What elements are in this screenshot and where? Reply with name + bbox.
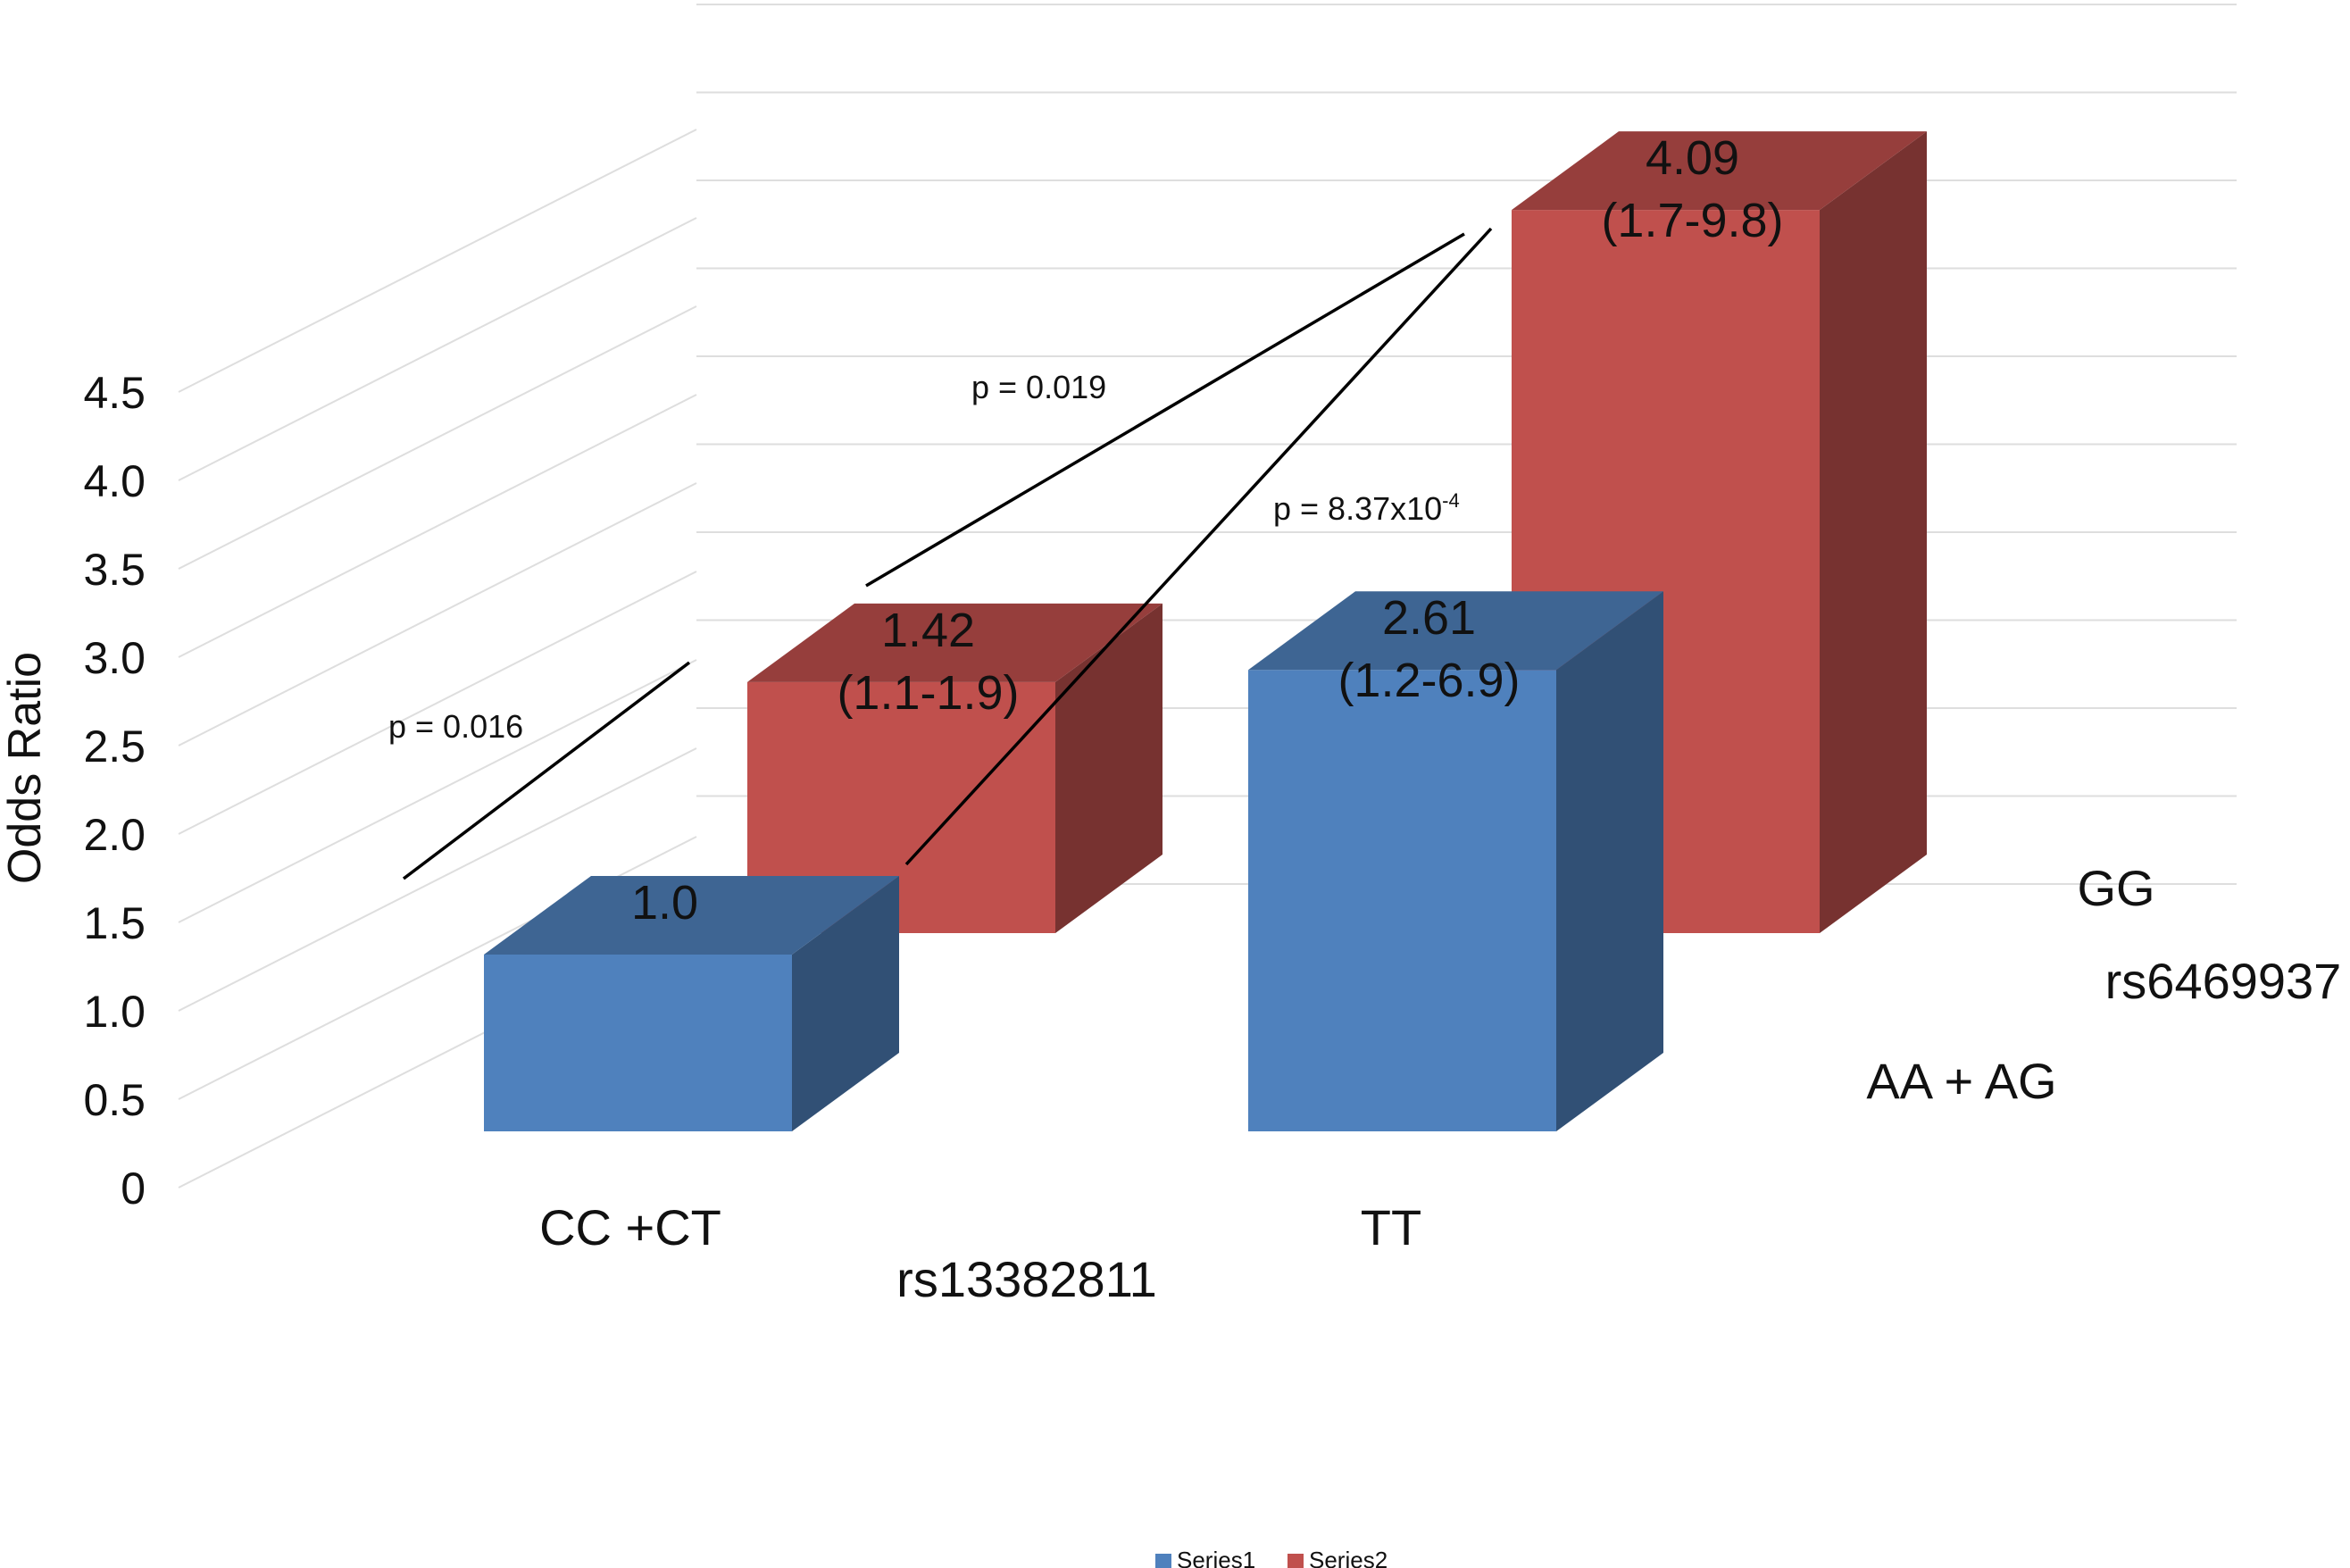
- significance-annotations: p = 0.016 p = 0.019 p = 8.37x10-4: [388, 227, 1493, 880]
- gridline-floor: [178, 394, 697, 658]
- depth-axis-label: rs6469937: [2105, 953, 2342, 1009]
- data-label: (1.2-6.9): [1338, 654, 1520, 707]
- y-tick-label: 1.0: [83, 987, 146, 1037]
- y-tick-label: 2.0: [83, 810, 146, 860]
- y-axis-label: Odds Ratio: [0, 652, 51, 884]
- depth-category-label-1: GG: [2077, 860, 2154, 916]
- bar-front-face: [747, 681, 1055, 933]
- bar-front-face: [484, 955, 792, 1131]
- data-label: 4.09: [1646, 131, 1739, 185]
- bar-side-face: [1556, 591, 1663, 1131]
- annotation-exponent: -4: [1442, 489, 1460, 512]
- gridline-floor: [178, 571, 697, 835]
- legend: Series1 Series2: [1155, 1547, 1388, 1568]
- bar-front-face: [1248, 670, 1556, 1131]
- bar-series1-0: [484, 876, 899, 1131]
- bar-top-face: [1512, 131, 1927, 211]
- gridline-floor: [178, 482, 697, 746]
- gridline-floor: [178, 747, 697, 1012]
- y-tick-label: 2.5: [83, 721, 146, 771]
- annotation-p-837e-4: p = 8.37x10-4: [1273, 489, 1460, 527]
- y-tick-label: 3.5: [83, 545, 146, 595]
- depth-category-label-0: AA + AG: [1866, 1053, 2056, 1109]
- bar-top-face: [1248, 591, 1663, 671]
- data-label: 2.61: [1382, 591, 1476, 645]
- significance-line: [865, 232, 1465, 588]
- y-tick-label: 4.5: [83, 368, 146, 418]
- gridline-floor: [178, 129, 697, 393]
- y-tick-label: 0: [121, 1163, 146, 1214]
- data-label: (1.1-1.9): [837, 666, 1019, 720]
- bar-side-face: [792, 876, 899, 1131]
- gridline-floor: [178, 305, 697, 570]
- data-label: 1.0: [631, 876, 698, 930]
- annotation-p-0019: p = 0.019: [971, 369, 1106, 405]
- bar-side-face: [1055, 603, 1162, 933]
- annotation-p-0016: p = 0.016: [388, 708, 523, 745]
- y-tick-label: 1.5: [83, 898, 146, 948]
- y-axis-ticks: 0 0.5 1.0 1.5 2.0 2.5 3.0 3.5 4.0 4.5: [83, 368, 146, 1214]
- y-tick-label: 3.0: [83, 633, 146, 683]
- bar-side-face: [1820, 131, 1927, 933]
- gridline-floor: [178, 217, 697, 481]
- legend-entry-series1: Series1: [1177, 1547, 1255, 1568]
- bar-series1-1: [1248, 591, 1663, 1131]
- legend-swatch-series2: [1288, 1554, 1304, 1568]
- y-tick-label: 4.0: [83, 456, 146, 506]
- significance-line: [402, 661, 691, 880]
- significance-line: [904, 227, 1493, 866]
- legend-entry-series2: Series2: [1309, 1547, 1388, 1568]
- bar-top-face: [747, 603, 1162, 682]
- bar-top-face: [484, 876, 899, 955]
- data-label: (1.7-9.8): [1601, 194, 1783, 247]
- gridline-floor: [178, 659, 697, 923]
- legend-swatch-series1: [1155, 1554, 1171, 1568]
- bars: [484, 131, 1927, 1131]
- y-tick-label: 0.5: [83, 1075, 146, 1125]
- x-axis-label: rs13382811: [896, 1251, 1157, 1307]
- bar-series2-0: [747, 603, 1162, 933]
- x-category-label-1: TT: [1361, 1199, 1421, 1255]
- x-category-label-0: CC +CT: [539, 1199, 721, 1255]
- data-labels: 1.42 (1.1-1.9) 4.09 (1.7-9.8) 1.0 2.61 (1.2-6.…: [631, 131, 1784, 930]
- data-label: 1.42: [881, 604, 975, 657]
